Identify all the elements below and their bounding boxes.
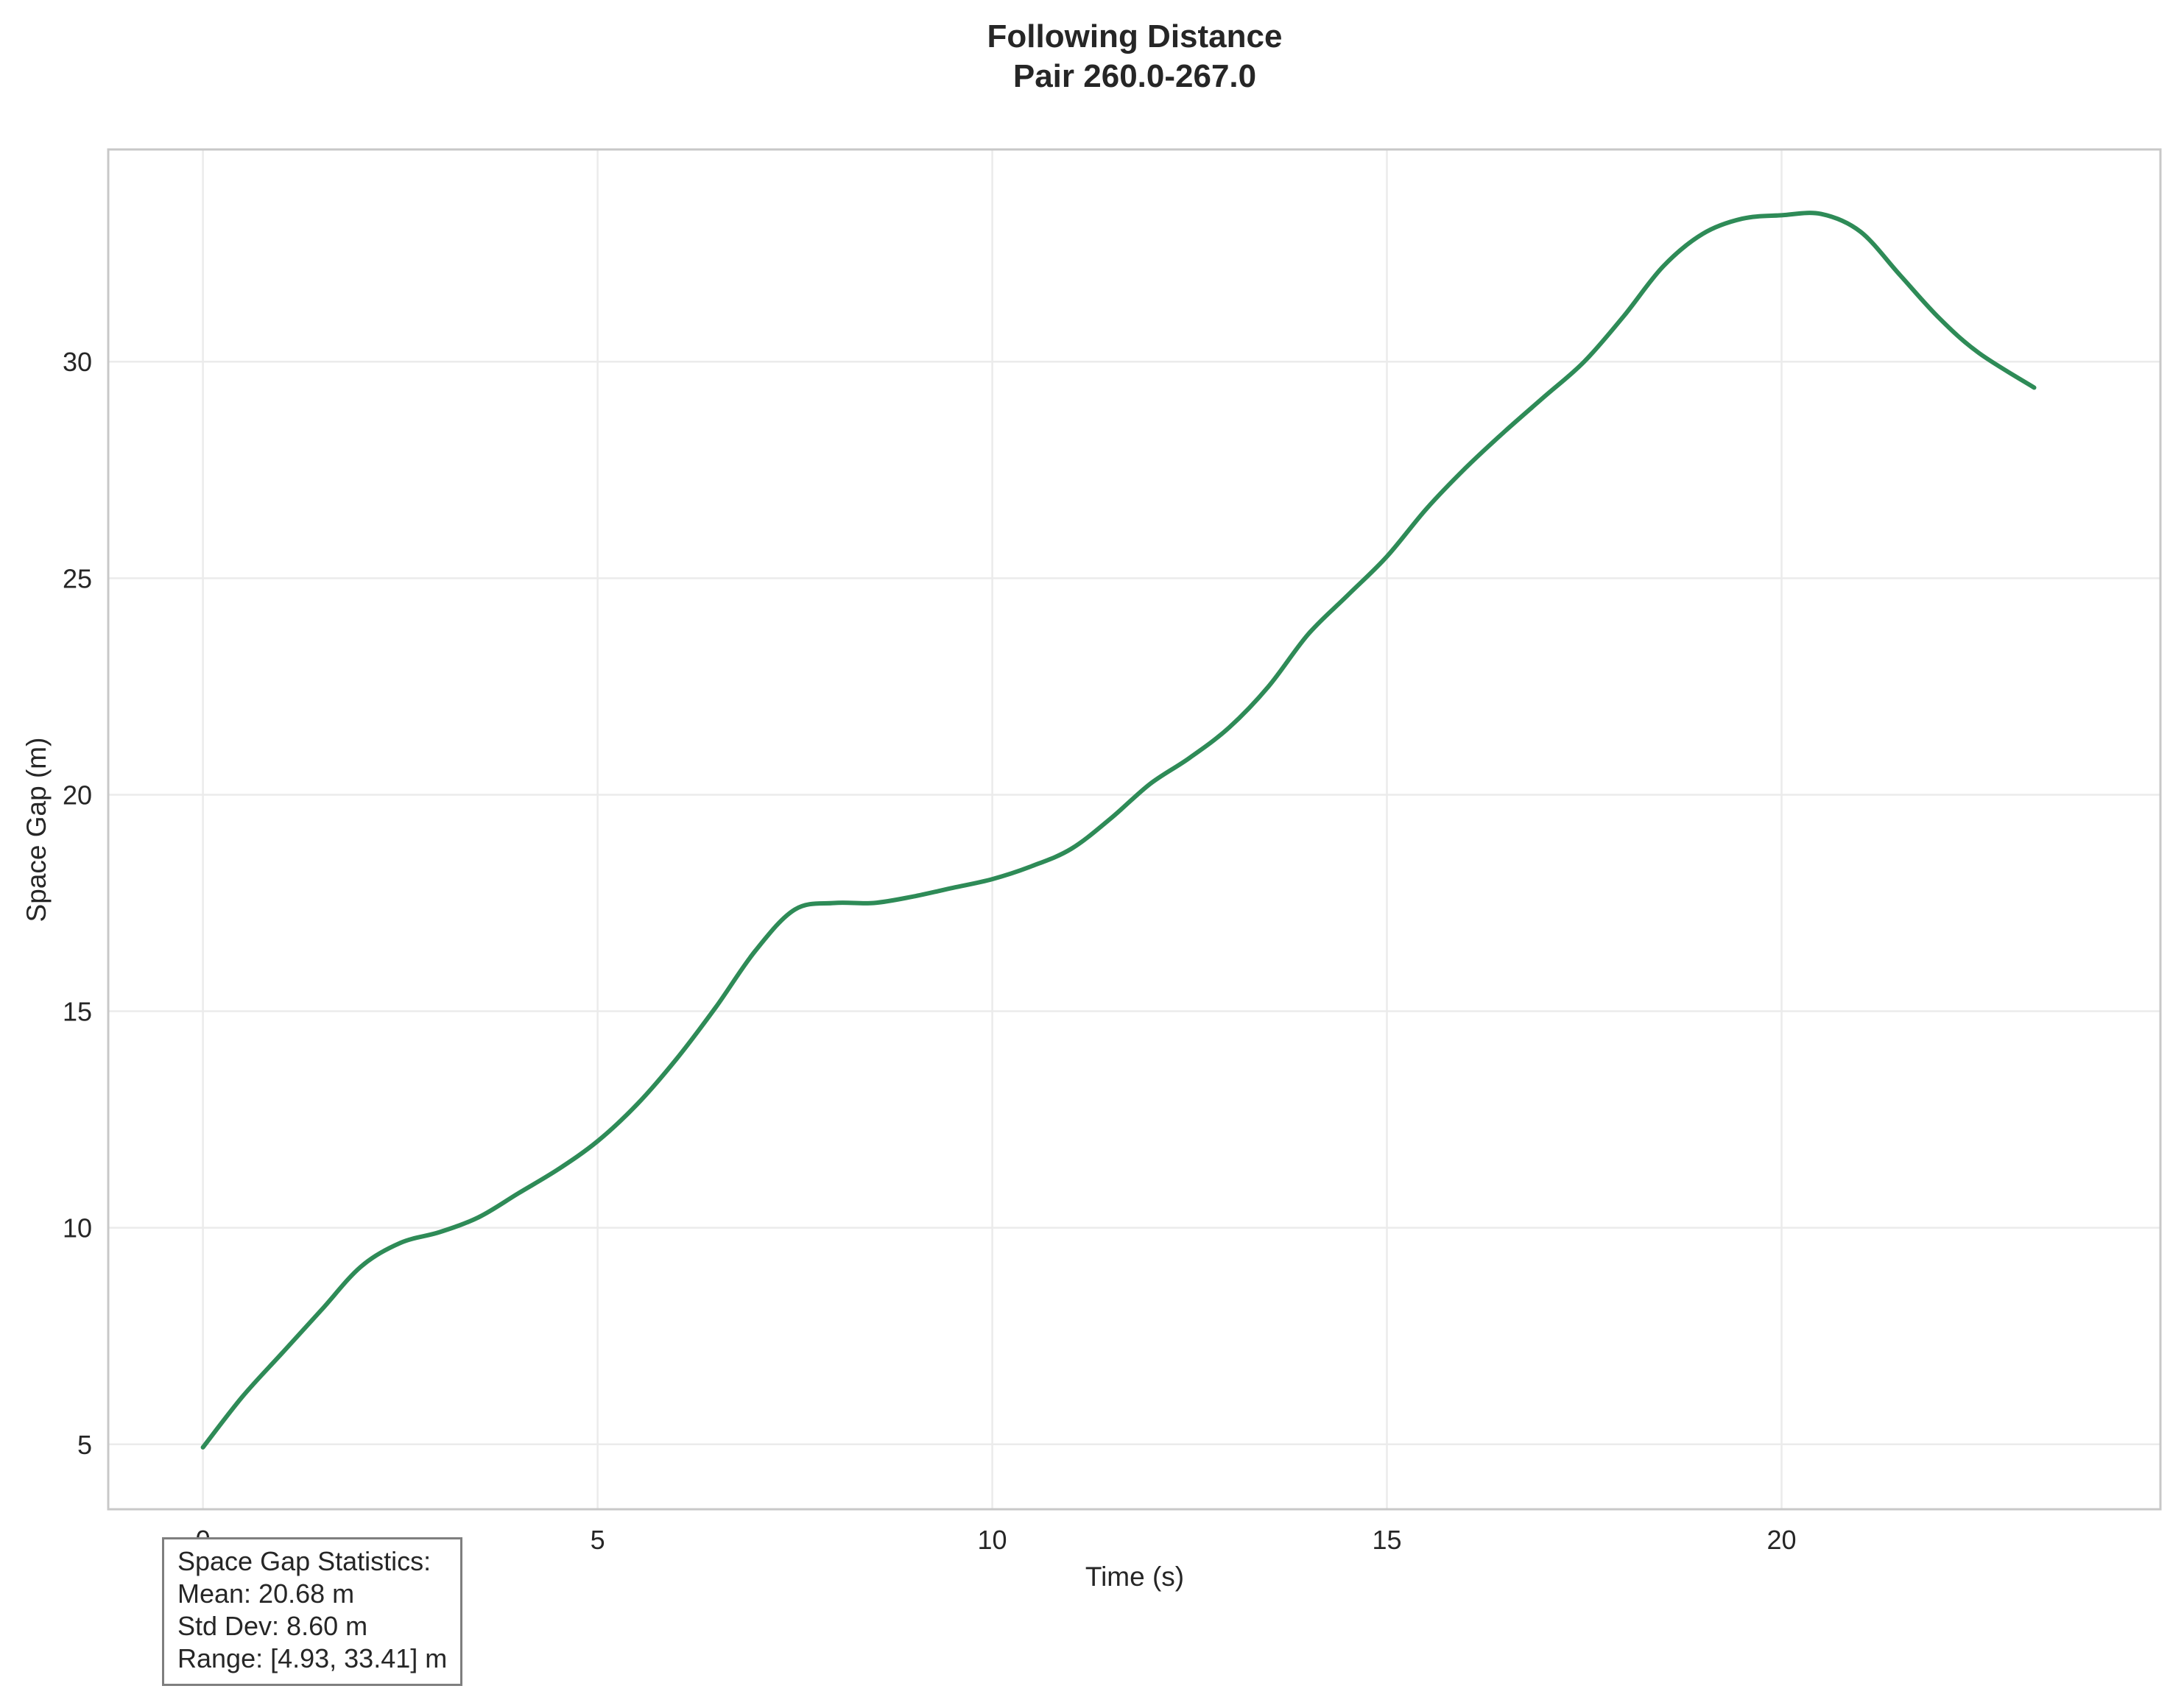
grid-lines	[108, 149, 2160, 1509]
series-layer	[200, 211, 2037, 1450]
series-line	[200, 211, 2037, 1450]
stats-range: Range: [4.93, 33.41] m	[177, 1643, 448, 1673]
x-tick-label: 15	[1372, 1525, 1401, 1555]
x-tick-label: 20	[1766, 1525, 1796, 1555]
stats-heading: Space Gap Statistics:	[177, 1546, 431, 1576]
x-axis-label: Time (s)	[1085, 1562, 1184, 1592]
y-tick-label: 10	[63, 1213, 92, 1243]
x-tick-label: 5	[591, 1525, 605, 1555]
stats-box: Space Gap Statistics: Mean: 20.68 m Std …	[162, 1537, 463, 1686]
stats-std: Std Dev: 8.60 m	[177, 1611, 368, 1641]
stats-mean: Mean: 20.68 m	[177, 1578, 355, 1609]
chart-subtitle: Pair 260.0-267.0	[1013, 58, 1256, 94]
y-tick-label: 20	[63, 780, 92, 810]
y-tick-label: 25	[63, 563, 92, 593]
y-tick-label: 30	[63, 347, 92, 377]
y-tick-label: 5	[77, 1430, 92, 1460]
x-tick-label: 10	[978, 1525, 1007, 1555]
y-tick-label: 15	[63, 997, 92, 1027]
chart-title: Following Distance	[987, 18, 1283, 54]
plot-frame	[107, 148, 2162, 1511]
y-axis-label: Space Gap (m)	[21, 738, 52, 922]
